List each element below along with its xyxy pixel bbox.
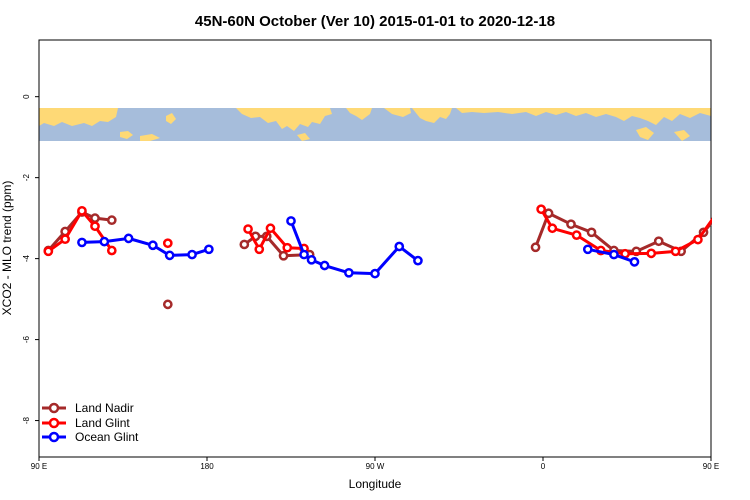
data-point-land-glint: [162, 238, 173, 249]
legend-marker-ocean-glint: [48, 431, 60, 443]
data-point-ocean-glint: [394, 241, 405, 252]
data-point-land-nadir: [653, 236, 664, 247]
data-point-ocean-glint: [164, 250, 175, 261]
data-point-ocean-glint: [187, 249, 197, 260]
data-point-land-nadir: [530, 242, 541, 253]
data-point-land-glint: [77, 205, 87, 216]
legend-entry-land-nadir: Land Nadir: [42, 401, 134, 415]
data-point-land-nadir: [278, 250, 289, 261]
legend-label-land-nadir: Land Nadir: [75, 401, 134, 415]
data-point-land-glint: [646, 248, 657, 259]
data-point-land-glint: [715, 207, 722, 214]
data-point-ocean-glint: [319, 260, 330, 271]
data-point-land-nadir: [239, 239, 250, 250]
legend-label-ocean-glint: Ocean Glint: [75, 430, 139, 444]
series-line-ocean-glint: [737, 238, 750, 243]
y-tick-label: -6: [22, 335, 31, 343]
y-axis-label: XCO2 - MLO trend (ppm): [0, 181, 14, 316]
world-map-band: [39, 108, 711, 141]
data-point-ocean-glint: [370, 268, 380, 279]
data-point-land-glint: [243, 224, 253, 234]
legend-marker-land-glint: [48, 417, 60, 429]
data-point-land-glint: [282, 242, 293, 253]
data-point-ocean-glint: [99, 236, 110, 247]
data-point-land-nadir: [735, 215, 742, 222]
legend-label-land-glint: Land Glint: [75, 416, 130, 430]
legend-entry-ocean-glint: Ocean Glint: [42, 430, 139, 444]
y-tick-label: 0: [22, 94, 31, 99]
series-ocean-glint: [77, 216, 750, 279]
x-tick-label: 90 W: [366, 462, 385, 471]
data-point-land-nadir: [90, 213, 100, 223]
series-land-nadir: [43, 207, 742, 310]
y-tick-label: -8: [22, 416, 31, 424]
data-point-ocean-glint: [344, 267, 354, 278]
data-point-land-glint: [254, 244, 265, 255]
x-tick-label: 0: [541, 462, 546, 471]
x-axis-label: Longitude: [349, 477, 402, 491]
chart-title: 45N-60N October (Ver 10) 2015-01-01 to 2…: [195, 13, 555, 30]
data-point-land-glint: [536, 204, 546, 215]
data-point-land-glint: [693, 234, 703, 245]
data-point-land-glint: [43, 246, 54, 257]
data-point-ocean-glint: [306, 254, 317, 265]
data-point-ocean-glint: [609, 249, 619, 260]
map-land: [39, 108, 711, 141]
y-axis-ticks: 0 -2 -4 -6 -8: [22, 94, 39, 424]
y-tick-label: -2: [22, 174, 31, 182]
data-point-land-glint: [547, 223, 558, 234]
data-point-ocean-glint: [123, 233, 134, 244]
data-point-ocean-glint: [204, 244, 214, 255]
data-point-ocean-glint: [413, 255, 423, 266]
legend: Land Nadir Land Glint Ocean Glint: [42, 401, 139, 444]
data-point-land-glint: [265, 223, 276, 234]
data-point-ocean-glint: [299, 249, 309, 260]
data-point-land-glint: [90, 221, 100, 232]
data-point-ocean-glint: [629, 257, 640, 267]
series-land-glint: [43, 204, 741, 259]
data-point-ocean-glint: [286, 216, 296, 226]
data-point-land-nadir: [106, 215, 117, 226]
legend-entry-land-glint: Land Glint: [42, 416, 130, 430]
y-tick-label: -4: [22, 255, 31, 263]
legend-marker-land-nadir: [48, 402, 60, 414]
data-point-land-glint: [60, 234, 70, 245]
data-point-land-nadir: [566, 219, 576, 230]
data-point-land-glint: [571, 230, 582, 240]
data-point-ocean-glint: [77, 237, 87, 248]
data-point-land-glint: [670, 246, 681, 257]
data-point-ocean-glint: [734, 240, 741, 247]
x-tick-label: 90 E: [703, 462, 719, 471]
data-point-land-nadir: [586, 227, 597, 238]
data-series: [43, 204, 750, 310]
data-point-land-nadir: [162, 299, 173, 310]
data-point-land-glint: [106, 245, 117, 256]
data-point-ocean-glint: [582, 244, 593, 255]
x-axis-ticks: 90 E 180 90 W 0 90 E: [31, 457, 719, 471]
x-tick-label: 90 E: [31, 462, 47, 471]
x-tick-label: 180: [200, 462, 214, 471]
data-point-ocean-glint: [148, 240, 158, 251]
data-point-land-nadir: [717, 208, 724, 215]
data-point-land-glint: [734, 223, 741, 230]
